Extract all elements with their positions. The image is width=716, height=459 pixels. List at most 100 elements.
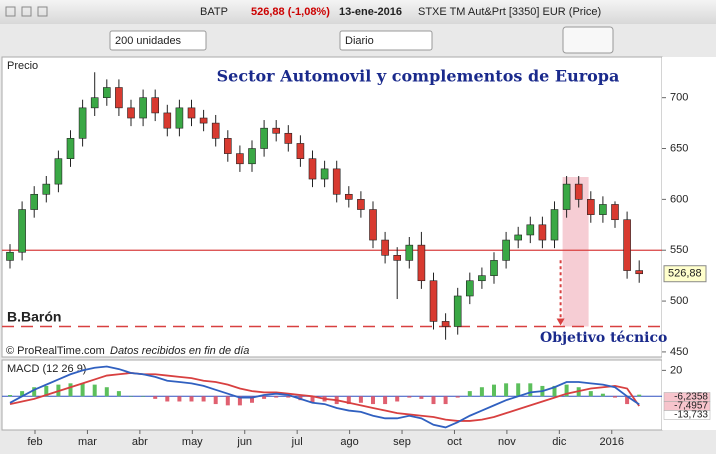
candle-body bbox=[163, 112, 172, 129]
window-button[interactable] bbox=[37, 6, 48, 17]
axis-area bbox=[662, 57, 716, 430]
histogram-bar bbox=[443, 396, 448, 405]
histogram-bar bbox=[92, 384, 97, 397]
candle-body bbox=[272, 127, 281, 134]
histogram-bar bbox=[637, 394, 642, 397]
window-button[interactable] bbox=[21, 6, 32, 17]
x-tick-label: oct bbox=[447, 436, 462, 448]
candle-body bbox=[127, 107, 135, 119]
candle-body bbox=[224, 138, 232, 154]
candle-body bbox=[199, 117, 208, 124]
y-tick-label: 450 bbox=[670, 346, 688, 358]
candle-body bbox=[357, 199, 365, 210]
author: B.Barón bbox=[7, 309, 61, 325]
candle-body bbox=[151, 97, 159, 114]
histogram-bar bbox=[8, 395, 12, 397]
candle-body bbox=[490, 260, 498, 276]
candle-body bbox=[332, 168, 341, 195]
histogram-bar bbox=[225, 396, 230, 406]
histogram-bar bbox=[20, 391, 25, 397]
panel-label: MACD (12 26 9) bbox=[7, 363, 86, 375]
candle-body bbox=[574, 183, 583, 200]
chart-title: Sector Automovil y complementos de Europ… bbox=[217, 67, 620, 86]
histogram-bar bbox=[129, 396, 133, 397]
value-box bbox=[663, 410, 711, 420]
histogram-bar bbox=[213, 396, 218, 405]
candle-body bbox=[441, 321, 450, 327]
candle-body bbox=[369, 209, 377, 241]
x-tick-label: feb bbox=[27, 436, 42, 448]
candle-body bbox=[502, 239, 510, 261]
x-tick-label: sep bbox=[393, 436, 411, 448]
candle-body bbox=[635, 270, 644, 275]
candle-body bbox=[236, 153, 244, 165]
candle-body bbox=[526, 224, 535, 236]
price-change: 526,88 (-1,08%) bbox=[251, 6, 330, 18]
period-dropdown[interactable] bbox=[339, 30, 433, 51]
histogram-bar bbox=[625, 396, 630, 405]
histogram-bar bbox=[358, 396, 363, 403]
candle-body bbox=[611, 204, 619, 221]
candle-body bbox=[381, 239, 389, 256]
candle-body bbox=[478, 275, 486, 282]
y-tick-label: 700 bbox=[670, 92, 688, 104]
candle-body bbox=[465, 280, 474, 297]
last-price-label: 526,88 bbox=[668, 268, 702, 280]
histogram-bar bbox=[310, 396, 315, 403]
candle-body bbox=[6, 251, 14, 261]
candle-body bbox=[417, 244, 426, 282]
window-button[interactable] bbox=[5, 6, 16, 17]
candle-body bbox=[187, 107, 196, 119]
chart-type-button[interactable] bbox=[562, 26, 614, 54]
x-tick-label: jun bbox=[236, 436, 252, 448]
candle-body bbox=[405, 244, 414, 261]
histogram-bar bbox=[189, 396, 194, 402]
candle-body bbox=[90, 97, 99, 109]
histogram-bar bbox=[600, 393, 605, 397]
candle-body bbox=[453, 295, 462, 327]
x-tick-label: nov bbox=[498, 436, 516, 448]
histogram-bar bbox=[419, 396, 424, 399]
histogram-bar bbox=[274, 396, 279, 398]
y-tick-label: 600 bbox=[670, 193, 688, 205]
value-label: -6,2358 bbox=[674, 392, 708, 403]
histogram-bar bbox=[141, 396, 146, 397]
x-tick-label: ago bbox=[340, 436, 358, 448]
units-dropdown[interactable] bbox=[109, 30, 207, 51]
candle-body bbox=[115, 87, 123, 109]
candle-body bbox=[320, 168, 329, 180]
histogram-bar bbox=[492, 384, 496, 397]
y-tick-label: 20 bbox=[670, 364, 682, 376]
histogram-bar bbox=[455, 396, 460, 398]
candle-body bbox=[393, 255, 402, 261]
candle-body bbox=[308, 158, 317, 180]
candle-body bbox=[344, 193, 353, 200]
candle-body bbox=[538, 224, 547, 241]
histogram-bar bbox=[431, 396, 436, 405]
histogram-bar bbox=[528, 383, 533, 397]
histogram-bar bbox=[479, 387, 484, 397]
histogram-bar bbox=[262, 396, 267, 399]
arrow-head bbox=[556, 318, 565, 326]
histogram-bar bbox=[201, 396, 206, 402]
panel-label: Precio bbox=[7, 60, 38, 72]
candle-body bbox=[66, 138, 75, 159]
histogram-bar bbox=[504, 383, 509, 397]
macd-panel bbox=[1, 359, 663, 431]
histogram-bar bbox=[552, 385, 557, 397]
candle-body bbox=[550, 209, 559, 241]
period: Diario bbox=[345, 35, 374, 47]
value-label: -7,4957 bbox=[674, 401, 708, 412]
symbol[interactable]: BATP bbox=[200, 6, 228, 18]
value-label: -13,733 bbox=[674, 410, 708, 421]
candle-body bbox=[586, 199, 595, 215]
candle-body bbox=[260, 127, 268, 149]
histogram-bar bbox=[383, 396, 388, 405]
histogram-bar bbox=[407, 396, 412, 398]
candle-body bbox=[623, 219, 631, 271]
instrument: STXE TM Aut&Prt [3350] EUR (Price) bbox=[418, 6, 601, 18]
candle-body bbox=[296, 143, 305, 159]
histogram-bar bbox=[588, 391, 593, 397]
candle-body bbox=[30, 193, 39, 210]
